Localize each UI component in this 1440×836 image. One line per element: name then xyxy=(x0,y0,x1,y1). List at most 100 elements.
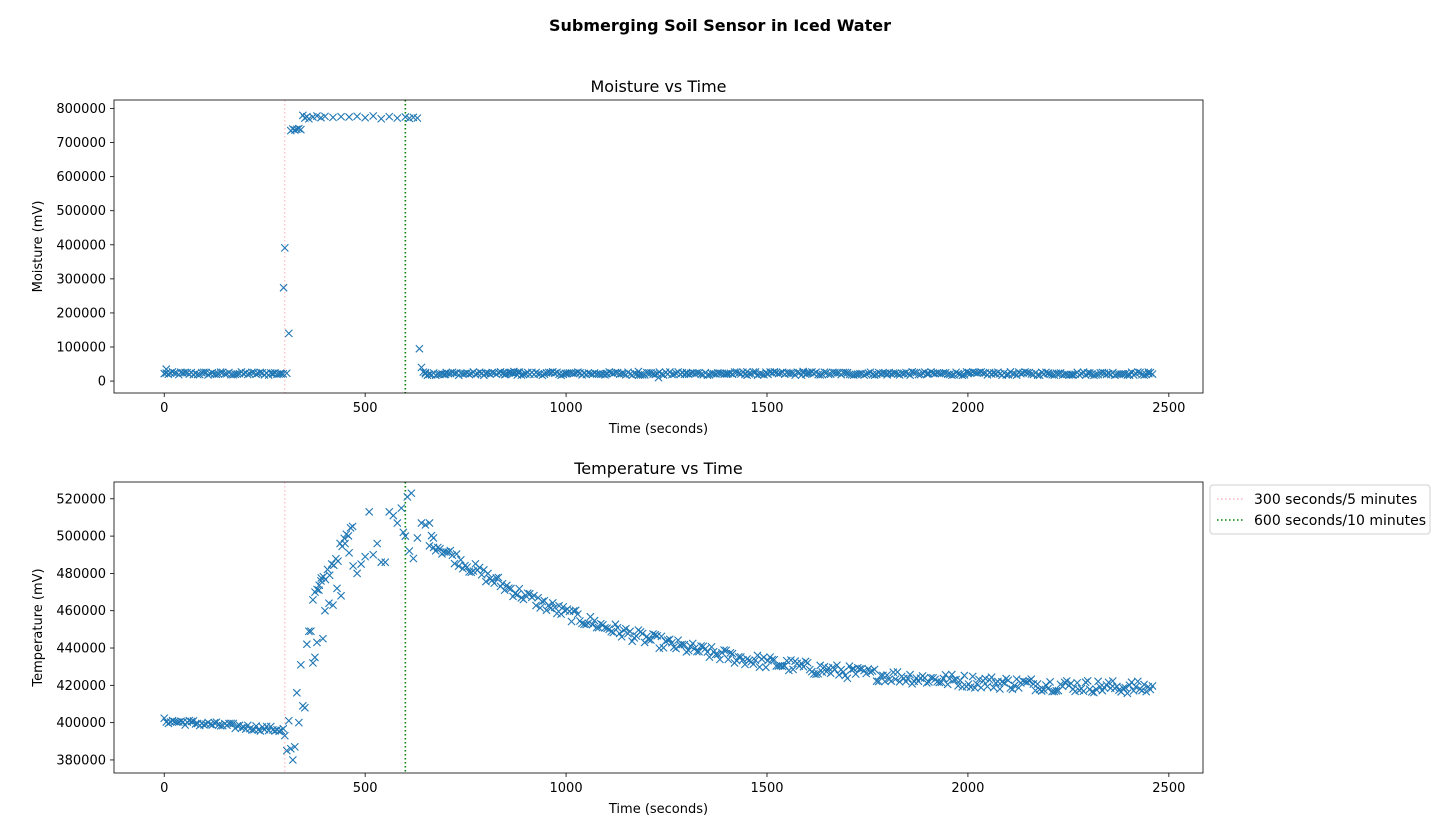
data-point xyxy=(199,368,208,377)
data-point xyxy=(329,601,337,610)
data-point xyxy=(538,597,547,606)
data-point xyxy=(651,370,660,379)
data-point xyxy=(280,731,289,740)
data-point xyxy=(640,638,649,647)
data-point xyxy=(567,617,576,626)
y-tick-label: 100000 xyxy=(56,341,106,356)
data-point xyxy=(282,746,291,755)
data-point xyxy=(883,671,892,680)
data-point xyxy=(187,717,196,726)
data-point xyxy=(498,579,507,588)
data-point xyxy=(425,541,434,550)
data-point xyxy=(594,623,603,632)
x-tick-label: 2000 xyxy=(951,781,984,796)
data-point xyxy=(1033,680,1042,688)
moisture-panel: Moisture vs Time Time (seconds) Moisture… xyxy=(31,77,1204,437)
data-point xyxy=(947,371,956,380)
data-point xyxy=(720,646,729,655)
data-point xyxy=(337,112,346,121)
data-point xyxy=(318,634,327,643)
y-tick-label: 480000 xyxy=(56,567,106,582)
data-point xyxy=(548,598,557,607)
data-point xyxy=(621,624,630,633)
data-point xyxy=(369,550,378,559)
data-point xyxy=(1062,676,1071,685)
data-point xyxy=(692,647,701,656)
data-point xyxy=(667,638,676,647)
data-point xyxy=(843,674,852,683)
data-point xyxy=(952,368,961,377)
data-point xyxy=(855,369,864,378)
data-point xyxy=(275,727,284,736)
data-point xyxy=(471,370,480,379)
data-point xyxy=(399,528,408,537)
data-point xyxy=(538,371,547,380)
data-point xyxy=(845,662,854,671)
data-point xyxy=(463,563,472,572)
data-point xyxy=(939,674,948,683)
data-point xyxy=(349,561,358,570)
x-tick-label: 0 xyxy=(160,781,168,796)
data-point xyxy=(1133,368,1142,377)
data-point xyxy=(413,533,422,542)
data-point xyxy=(306,627,315,636)
data-point xyxy=(726,648,735,657)
data-point xyxy=(1058,682,1067,691)
data-point xyxy=(937,678,946,687)
data-point xyxy=(513,590,522,599)
data-point xyxy=(308,658,317,667)
data-point xyxy=(789,665,798,674)
data-point xyxy=(300,703,309,712)
x-tick-label: 500 xyxy=(353,401,378,416)
data-point xyxy=(313,585,322,594)
y-tick-label: 800000 xyxy=(56,102,106,117)
data-point xyxy=(1144,368,1153,377)
data-point xyxy=(770,367,779,376)
data-point xyxy=(1046,677,1055,686)
data-point xyxy=(357,560,366,569)
data-point xyxy=(774,369,783,378)
data-point xyxy=(770,655,779,664)
data-point xyxy=(345,548,354,557)
data-point xyxy=(252,370,261,379)
data-point xyxy=(1043,684,1052,693)
x-tick-label: 1000 xyxy=(550,781,583,796)
data-point xyxy=(348,522,357,531)
data-point xyxy=(417,519,426,528)
data-point xyxy=(987,673,996,682)
data-point xyxy=(345,113,354,122)
data-point xyxy=(353,112,362,121)
data-point xyxy=(164,370,173,379)
data-point xyxy=(550,603,559,612)
x-tick-label: 2000 xyxy=(951,401,984,416)
data-point xyxy=(279,369,288,378)
data-point xyxy=(757,370,766,378)
data-point xyxy=(525,589,534,598)
data-point xyxy=(855,664,864,673)
data-point xyxy=(284,716,293,725)
data-point xyxy=(542,606,551,615)
data-point xyxy=(910,368,919,377)
data-point xyxy=(711,650,720,659)
temperature-x-axis-label: Time (seconds) xyxy=(608,802,708,817)
data-point xyxy=(233,721,242,730)
y-tick-label: 380000 xyxy=(56,753,106,768)
data-point xyxy=(304,627,313,636)
data-point xyxy=(820,368,829,377)
data-point xyxy=(279,724,288,733)
data-point xyxy=(833,368,841,377)
data-point xyxy=(365,507,374,516)
data-point xyxy=(168,716,177,725)
data-point xyxy=(979,369,988,378)
data-point xyxy=(1033,371,1042,380)
data-point xyxy=(1085,368,1094,377)
data-point xyxy=(1087,687,1096,696)
data-point xyxy=(353,569,362,578)
data-point xyxy=(922,678,931,687)
data-point xyxy=(903,674,912,683)
data-point xyxy=(206,720,215,729)
y-tick-label: 500000 xyxy=(56,530,106,545)
data-point xyxy=(851,670,860,679)
data-point xyxy=(1037,686,1046,695)
